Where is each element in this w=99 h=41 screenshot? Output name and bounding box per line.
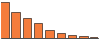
Bar bbox=[45, 30, 54, 38]
Bar bbox=[90, 37, 99, 38]
Bar bbox=[57, 33, 65, 38]
Bar bbox=[79, 36, 88, 38]
Bar bbox=[68, 35, 76, 38]
Bar bbox=[0, 2, 9, 38]
Bar bbox=[23, 18, 31, 38]
Bar bbox=[34, 23, 42, 38]
Bar bbox=[11, 12, 20, 38]
